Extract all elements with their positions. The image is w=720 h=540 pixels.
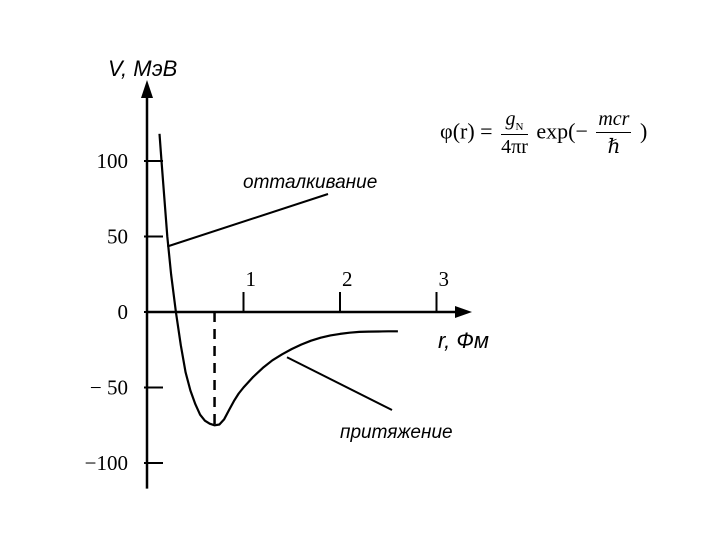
y-axis-arrow <box>141 80 153 98</box>
yukawa-formula: φ(r) = gN 4πr exp(− mcr ℏ ) <box>440 108 647 159</box>
formula-mcr: mcr <box>598 108 630 130</box>
y-tick-label: − 50 <box>90 376 128 400</box>
formula-frac1-numerator: gN <box>501 108 528 135</box>
formula-frac1-denominator: 4πr <box>501 136 528 158</box>
x-tick-label: 3 <box>439 267 450 291</box>
formula-g: g <box>505 108 516 130</box>
formula-lhs: φ(r) = <box>440 118 493 144</box>
y-tick-label: 0 <box>118 300 129 324</box>
x-axis-label: r, Фм <box>438 328 489 353</box>
annotation-attraction: притяжение <box>340 422 453 443</box>
formula-close: ) <box>639 118 648 144</box>
curves-group <box>158 133 398 427</box>
y-tick-label: 50 <box>107 225 128 249</box>
formula-fraction-2: mcr ℏ <box>596 108 632 159</box>
potential-curve <box>158 133 398 427</box>
x-tick-label: 2 <box>342 267 353 291</box>
formula-hbar: ℏ <box>607 136 621 158</box>
annotation-repulsion: отталкивание <box>243 172 377 193</box>
y-tick-label: −100 <box>85 451 128 475</box>
ticks-group: 100 50 0 − 50 −100 1 2 3 <box>85 149 449 475</box>
formula-frac2-denominator: ℏ <box>596 133 631 159</box>
formula-frac2-numerator: mcr <box>596 108 632 133</box>
formula-fraction-1: gN 4πr <box>501 108 528 159</box>
x-axis-arrow <box>455 306 472 318</box>
y-tick-label: 100 <box>97 149 129 173</box>
x-tick-label: 1 <box>246 267 257 291</box>
axes-group <box>141 80 472 489</box>
annotation-repulsion-leader <box>166 193 329 248</box>
formula-exp: exp(− <box>536 118 588 144</box>
y-axis-label: V, МэВ <box>108 56 177 81</box>
annotation-attraction-leader <box>286 356 393 411</box>
formula-g-sub: N <box>515 121 524 133</box>
